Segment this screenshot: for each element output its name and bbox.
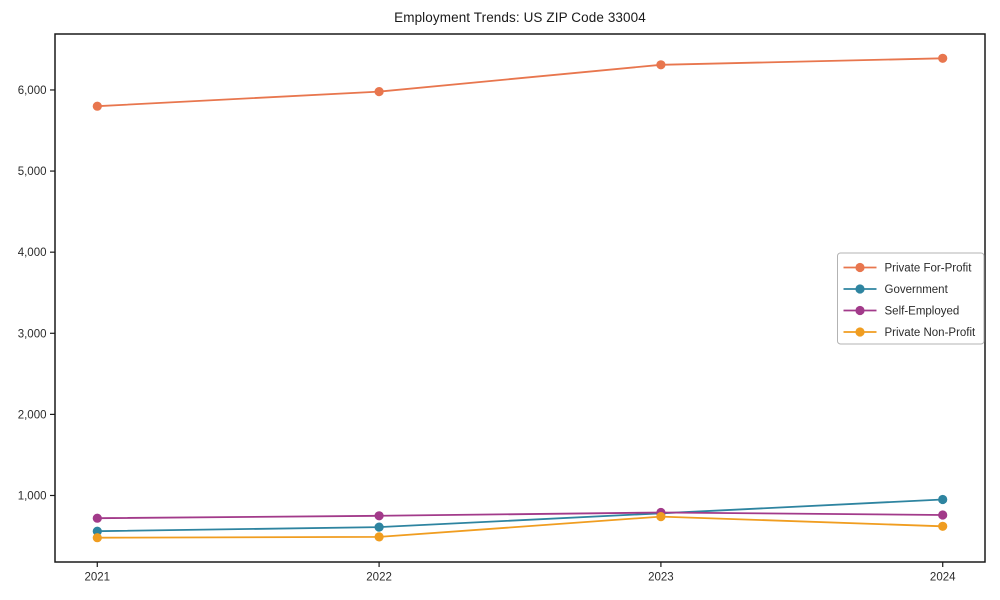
data-point-marker: [938, 494, 948, 505]
y-tick-label: 5,000: [18, 166, 47, 178]
legend-label: Self-Employed: [885, 306, 960, 318]
legend-item-self-employed: Self-Employed: [843, 305, 960, 318]
series-government: [92, 494, 948, 536]
legend-marker-swatch: [855, 284, 865, 294]
data-point-marker: [92, 526, 102, 536]
data-point-marker: [374, 511, 384, 521]
legend-item-private-for-profit: Private For-Profit: [843, 262, 973, 275]
legend-label: Government: [885, 284, 949, 296]
x-tick-label: 2024: [930, 572, 956, 584]
series-line: [97, 57, 943, 108]
legend-label: Private For-Profit: [885, 263, 973, 275]
legend-box: [837, 252, 985, 345]
plot-frame: [54, 33, 986, 563]
y-tick-label: 6,000: [18, 85, 47, 97]
x-tick-label: 2022: [366, 572, 392, 584]
y-tick-label: 1,000: [18, 491, 47, 503]
y-tick-label: 4,000: [18, 247, 47, 259]
series-private-for-profit: [92, 53, 948, 111]
data-point-marker: [938, 510, 948, 520]
data-point-marker: [374, 87, 384, 97]
data-point-marker: [92, 101, 102, 111]
data-point-marker: [374, 522, 384, 532]
legend-item-private-non-profit: Private Non-Profit: [843, 327, 977, 339]
legend-item-government: Government: [843, 284, 949, 296]
series-line: [97, 511, 943, 520]
data-point-marker: [938, 53, 948, 63]
data-point-marker: [92, 533, 102, 543]
series-line: [97, 498, 943, 533]
data-point-marker: [92, 513, 102, 523]
series-private-non-profit: [92, 511, 948, 543]
x-tick-label: 2021: [84, 572, 110, 584]
legend-marker-swatch: [855, 262, 865, 273]
data-point-marker: [374, 532, 384, 542]
y-tick-label: 3,000: [18, 328, 47, 340]
chart-title: Employment Trends: US ZIP Code 33004: [394, 10, 646, 25]
data-point-marker: [656, 60, 666, 70]
legend-label: Private Non-Profit: [885, 327, 977, 339]
legend-marker-swatch: [855, 327, 865, 337]
legend: Private For-Profit Government Self-Employe…: [837, 252, 985, 345]
y-tick-label: 2,000: [18, 409, 47, 421]
legend-marker-swatch: [855, 305, 865, 316]
data-point-marker: [938, 521, 948, 531]
data-point-marker: [656, 511, 666, 522]
series-line: [97, 515, 943, 539]
x-tick-label: 2023: [648, 572, 674, 584]
